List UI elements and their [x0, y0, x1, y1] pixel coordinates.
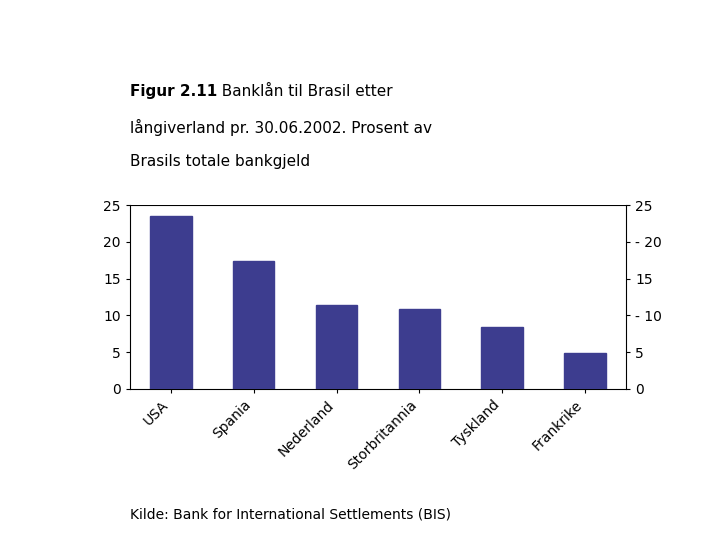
Bar [233, 261, 274, 389]
Bar [316, 305, 357, 389]
Text: Banklån til Brasil etter: Banklån til Brasil etter [212, 84, 393, 99]
Text: långiverland pr. 30.06.2002. Prosent av: långiverland pr. 30.06.2002. Prosent av [130, 119, 431, 136]
Text: Brasils totale bankgjeld: Brasils totale bankgjeld [130, 154, 310, 169]
Bar [482, 327, 523, 389]
Text: Kilde: Bank for International Settlements (BIS): Kilde: Bank for International Settlement… [130, 507, 451, 521]
Text: Figur 2.11: Figur 2.11 [130, 84, 217, 99]
Bar [399, 309, 440, 389]
Bar [150, 216, 192, 389]
Bar [564, 353, 606, 389]
